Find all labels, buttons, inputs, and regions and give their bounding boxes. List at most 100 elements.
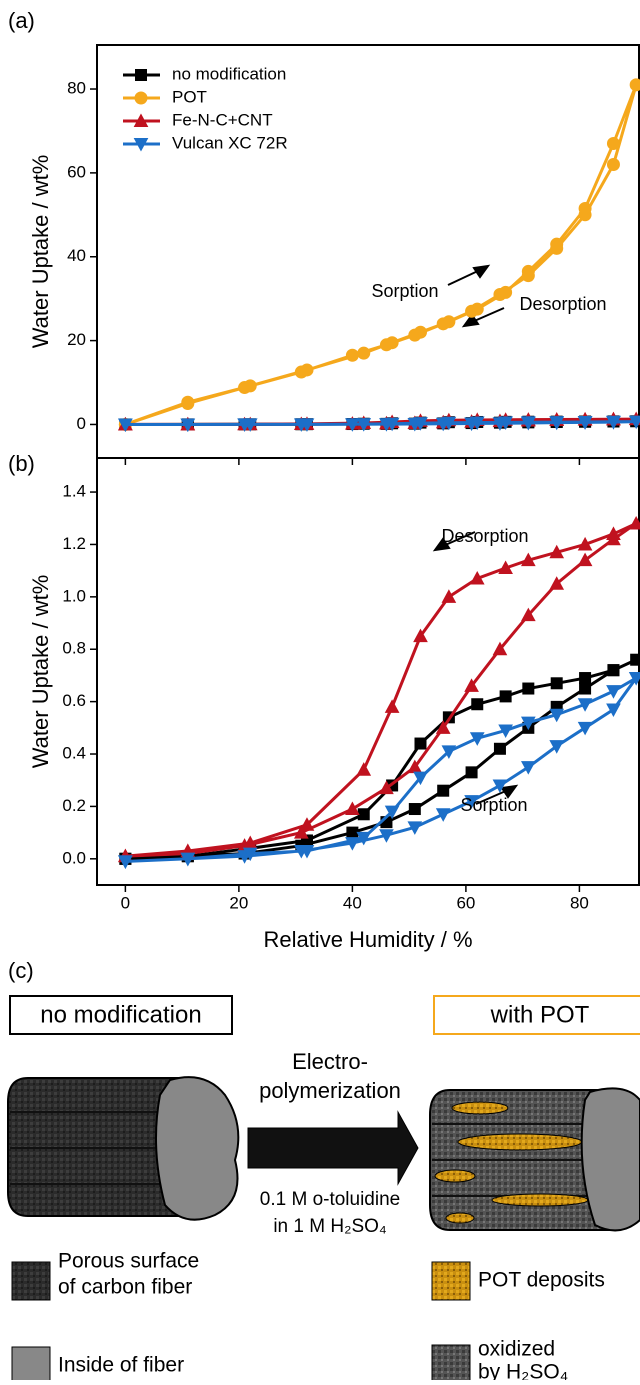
marker (299, 418, 315, 432)
marker (242, 847, 258, 862)
marker (520, 552, 536, 567)
marker (606, 157, 620, 171)
legend-label: POT (172, 87, 207, 106)
marker (549, 416, 565, 430)
marker (577, 721, 593, 736)
marker (464, 795, 479, 809)
marker (606, 703, 621, 718)
y-tick-label: 1.4 (62, 482, 86, 501)
marker (385, 336, 399, 350)
condition-label: in 1 M H₂SO₄ (273, 1216, 387, 1237)
legend-marker (133, 113, 149, 127)
marker (579, 682, 592, 695)
marker (606, 526, 621, 540)
annotation-arrows (432, 264, 519, 805)
legend-label: Fe-N-C+CNT (172, 110, 273, 129)
marker (579, 672, 592, 685)
marker (299, 817, 315, 831)
marker (549, 708, 565, 723)
marker (345, 801, 360, 816)
marker (357, 346, 371, 360)
y-tick-label: 20 (67, 330, 86, 349)
marker (498, 560, 513, 575)
marker (345, 418, 360, 432)
marker (607, 664, 620, 677)
marker (356, 831, 372, 846)
y-tick-label: 0.0 (62, 848, 86, 867)
marker (408, 803, 421, 816)
marker (407, 821, 423, 835)
marker (521, 264, 535, 278)
marker (577, 415, 593, 430)
marker (630, 653, 640, 666)
legend-text: Porous surface (58, 1250, 199, 1273)
box-label: no modification (40, 1001, 201, 1028)
y-tick-label: 0.4 (62, 744, 86, 763)
marker (384, 417, 400, 432)
marker (300, 363, 314, 377)
marker (299, 844, 315, 859)
marker (498, 724, 513, 738)
marker (435, 720, 451, 734)
marker (384, 699, 400, 713)
process-arrow (247, 1110, 419, 1186)
marker (469, 570, 485, 585)
marker (606, 685, 621, 699)
diagram-art (7, 995, 640, 1385)
marker (356, 418, 372, 432)
marker (465, 766, 478, 779)
x-tick-label: 0 (121, 893, 130, 912)
marker (379, 780, 394, 795)
y-tick-label: 40 (67, 246, 86, 265)
marker (464, 678, 479, 692)
marker (520, 416, 536, 430)
marker (441, 589, 457, 603)
legend-label: no modification (172, 64, 286, 83)
panel-label: (b) (8, 451, 35, 476)
plot-frame (96, 457, 640, 886)
marker (435, 808, 451, 822)
marker (470, 302, 484, 316)
right-box-frame (433, 995, 640, 1035)
annotation: Sorption (371, 281, 438, 301)
fiber-pot (429, 1087, 640, 1232)
marker (550, 677, 563, 690)
marker (629, 78, 640, 92)
marker (441, 416, 457, 431)
condition-label: 0.1 M o-toluidine (260, 1189, 400, 1210)
marker (413, 417, 428, 431)
legend-swatch (11, 1346, 51, 1385)
marker (379, 829, 394, 843)
marker (413, 628, 428, 643)
panel-label: (a) (8, 8, 35, 33)
x-axis-label: Relative Humidity / % (263, 927, 472, 952)
y-axis-label: Water Uptake / wt% (28, 575, 53, 769)
marker (492, 779, 508, 794)
marker (522, 682, 535, 695)
y-tick-label: 80 (67, 79, 86, 98)
legend-label: Vulcan XC 72R (172, 133, 288, 152)
marker (606, 137, 620, 151)
marker (346, 826, 359, 839)
marker (180, 418, 196, 433)
marker (606, 415, 621, 430)
legend-text: by H₂SO₄ (478, 1361, 568, 1380)
annotation: Sorption (460, 795, 527, 815)
series-line (125, 658, 637, 861)
marker (442, 315, 456, 329)
marker (549, 544, 565, 559)
marker (577, 536, 593, 551)
legend-swatch (431, 1261, 471, 1301)
process-label: Electro- (292, 1049, 368, 1074)
marker (499, 690, 512, 703)
legend-swatch (11, 1261, 51, 1301)
y-tick-label: 1.0 (62, 586, 86, 605)
legend-swatch (431, 1344, 471, 1384)
marker (345, 348, 359, 362)
marker (520, 607, 536, 622)
marker (549, 740, 565, 754)
y-tick-label: 0.6 (62, 691, 86, 710)
marker (181, 395, 195, 409)
